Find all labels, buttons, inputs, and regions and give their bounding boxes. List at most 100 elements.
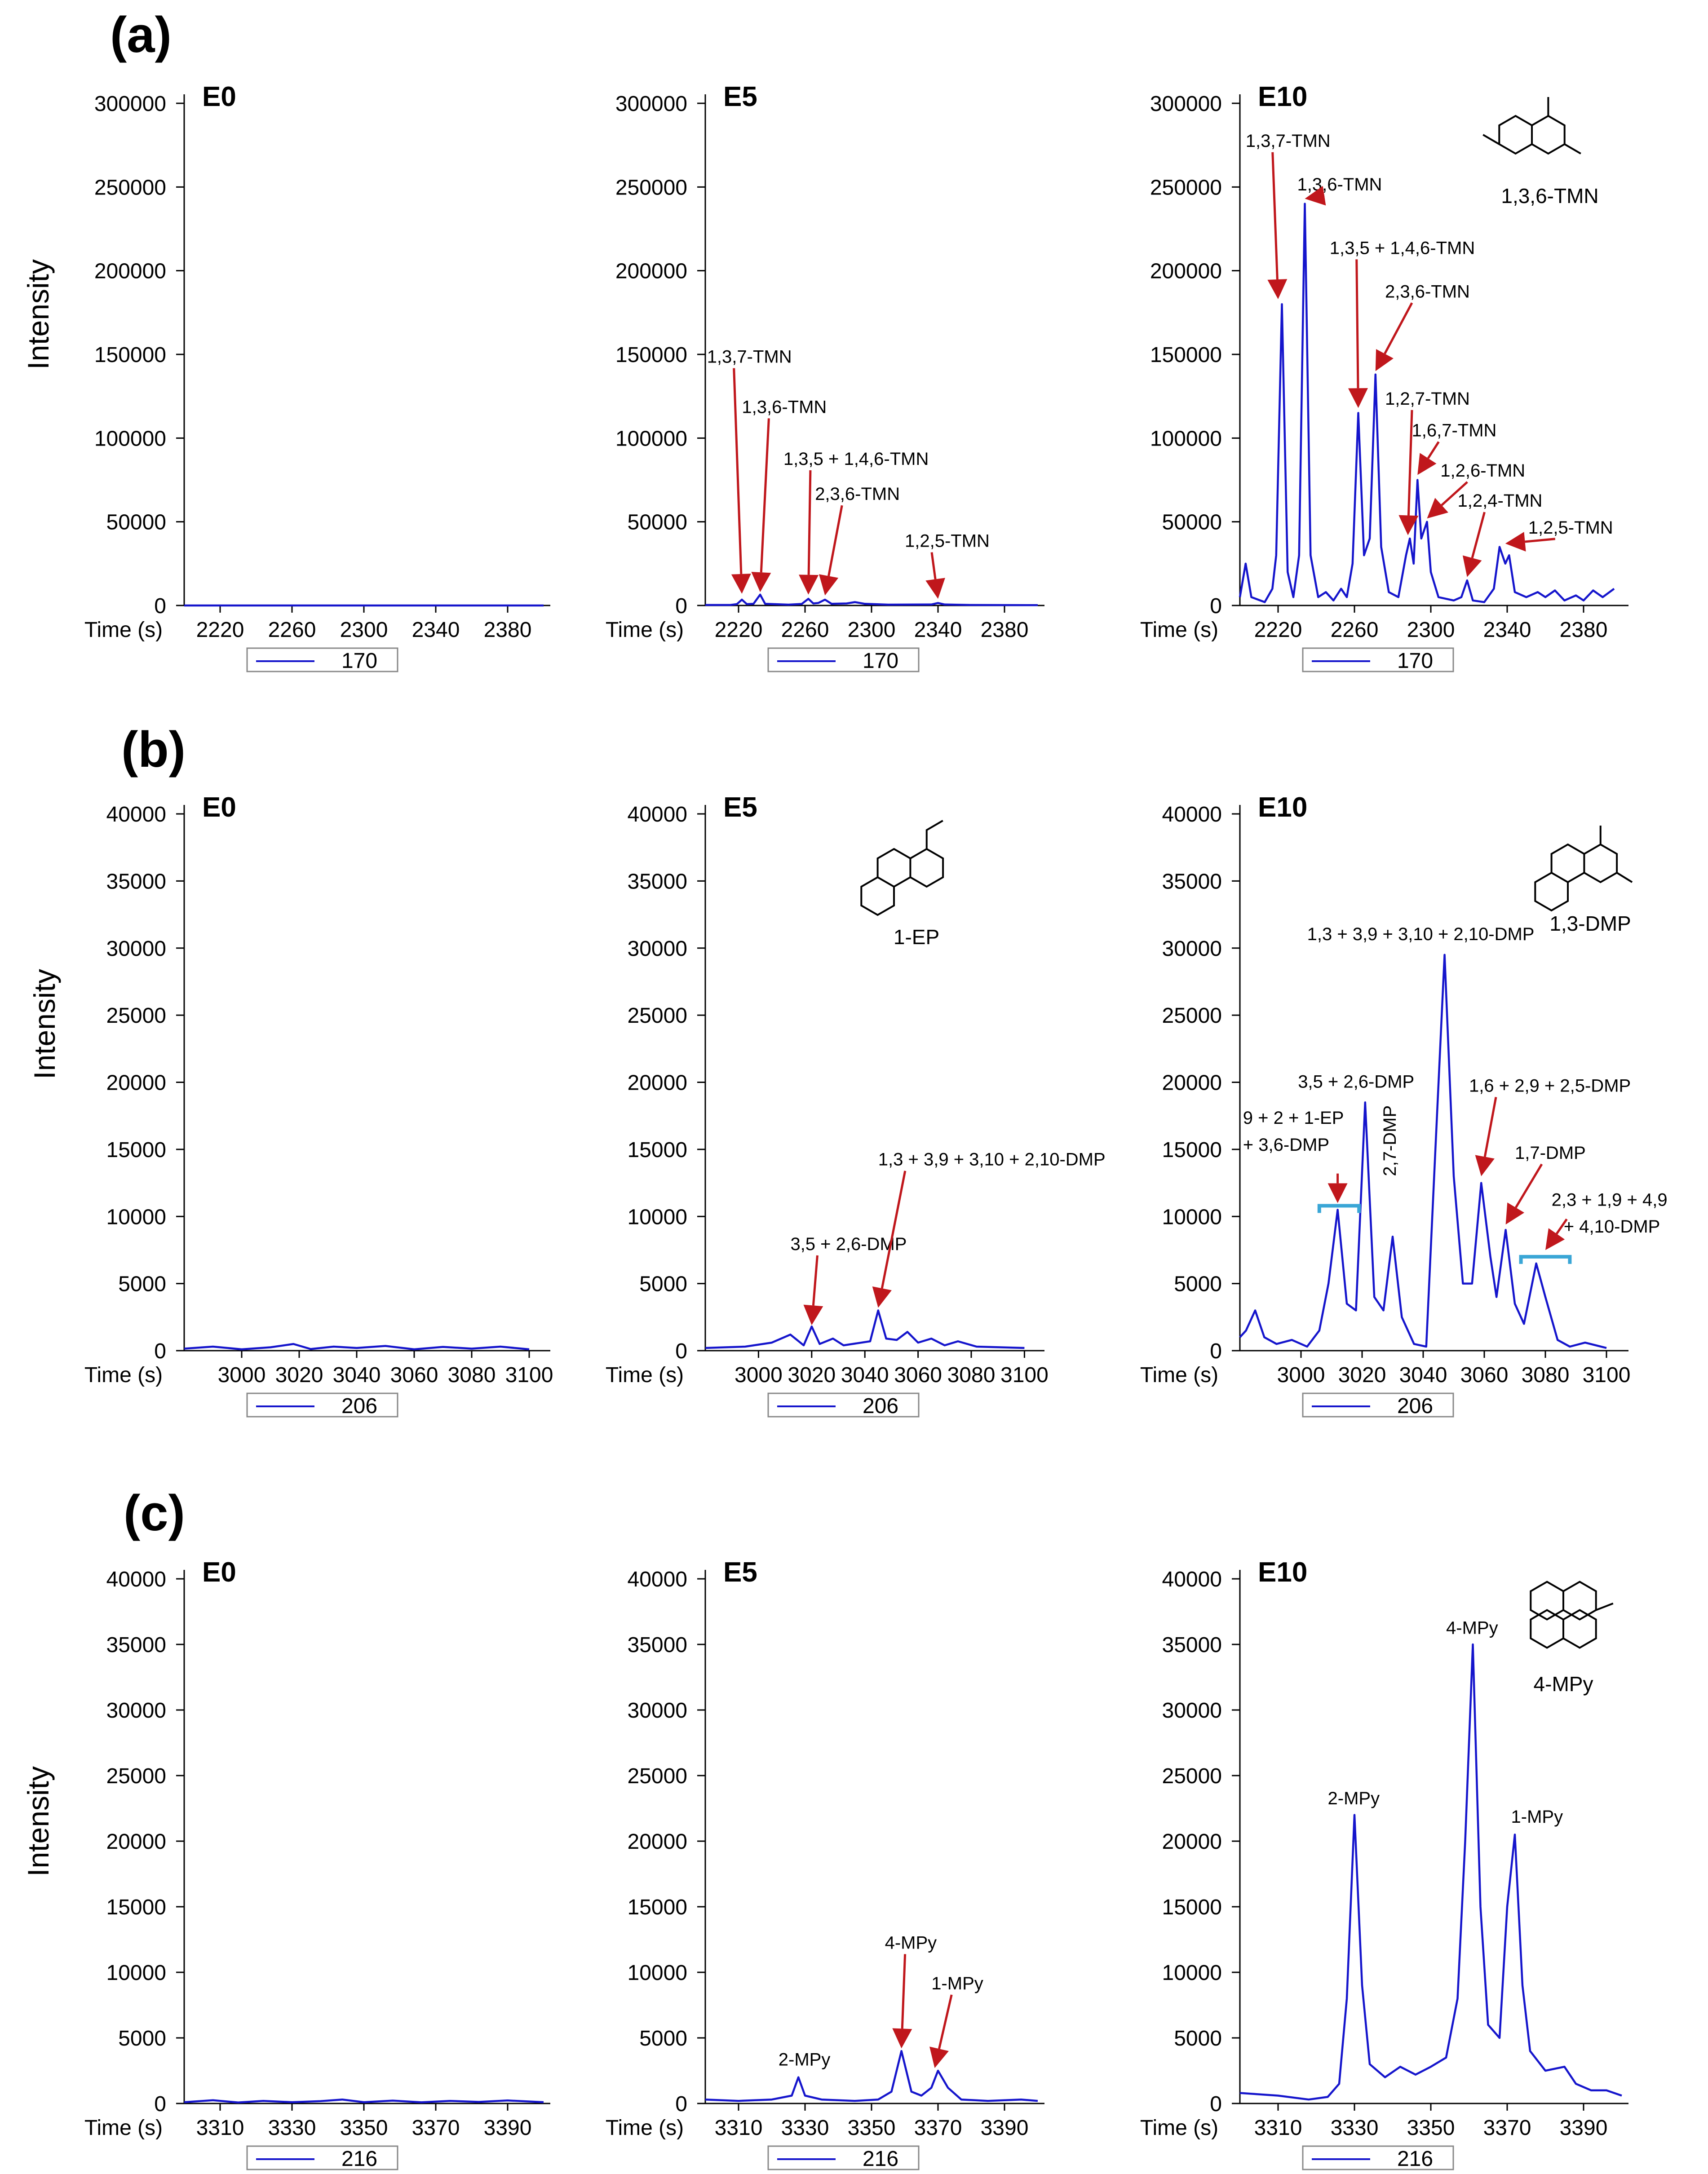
panel-title: E5 [723,81,757,112]
peak-label: + 4,10-DMP [1564,1217,1660,1237]
series-line-206 [1239,954,1607,1349]
chart-panel-0-1: 0 50000 100000 150000 200000 250000 300000 2220… [606,81,1044,673]
peak-label: 1,3,6-TMN [742,397,827,417]
peak-arrowhead [872,1286,892,1308]
peak-arrowhead [929,2046,949,2068]
y-tick-label: 250000 [94,176,166,199]
peak-arrowhead [1462,555,1482,577]
panel-title: E0 [202,1557,236,1588]
peak-label: 4-MPy [885,1933,937,1953]
legend-box [1302,2145,1454,2170]
legend-label: 170 [863,649,898,673]
x-tick-label: 3080 [1522,1363,1570,1387]
panel-title: E0 [202,792,236,823]
x-axis-title: Time (s) [84,1363,163,1387]
peak-label: 1,3 + 3,9 + 3,10 + 2,10-DMP [878,1150,1106,1170]
y-tick-label: 10000 [1162,1961,1222,1985]
y-tick-label: 15000 [1162,1138,1222,1162]
x-tick-label: 3370 [914,2116,962,2140]
chart-panel-2-1: 0 5000 10000 15000 20000 25000 30000 35000 40000… [606,1557,1044,2171]
peak-label: 1,6 + 2,9 + 2,5-DMP [1469,1076,1631,1096]
chart-panel-1-2: 0 5000 10000 15000 20000 25000 30000 35000 40000… [1140,792,1668,1418]
peak-label: 2-MPy [779,2050,831,2069]
y-tick-label: 5000 [1174,2027,1222,2050]
y-tick-label: 20000 [628,1071,687,1095]
peak-arrow [1515,1163,1543,1208]
peak-arrowhead [799,574,819,595]
y-tick-label: 100000 [94,427,166,451]
y-tick-label: 20000 [628,1830,687,1854]
legend-box [246,647,398,672]
y-tick-label: 25000 [1162,1764,1222,1788]
x-tick-label: 3040 [841,1363,889,1387]
peak-label: 3,5 + 2,6-DMP [1298,1072,1414,1091]
x-tick-label: 3060 [894,1363,942,1387]
y-tick-label: 0 [675,594,687,618]
structure-name: 1,3-DMP [1549,912,1631,935]
x-tick-label: 3080 [947,1363,996,1387]
y-tick-label: 5000 [639,2027,687,2050]
peak-arrow [1271,152,1279,280]
x-tick-label: 2220 [715,618,763,642]
chart-panel-2-0: 0 5000 10000 15000 20000 25000 30000 35000 40000… [84,1557,550,2171]
legend-label: 216 [1397,2147,1433,2171]
y-tick-label: 0 [154,1339,166,1363]
y-tick-label: 30000 [1162,937,1222,961]
x-tick-label: 2340 [914,618,962,642]
x-tick-label: 3390 [484,2116,532,2140]
peak-label: 1,2,5-TMN [1528,518,1613,538]
y-tick-label: 15000 [106,1138,166,1162]
y-tick-label: 150000 [94,343,166,367]
x-tick-label: 3060 [390,1363,438,1387]
panel-title: E10 [1258,1557,1307,1588]
structure-name: 1-EP [894,925,939,949]
legend-box [767,2145,920,2170]
peak-arrow [1427,441,1440,459]
y-tick-label: 20000 [106,1830,166,1854]
y-tick-label: 10000 [106,1961,166,1985]
y-tick-label: 35000 [106,870,166,893]
legend-box [767,1392,920,1418]
chart-panel-0-2: 0 50000 100000 150000 200000 250000 300000 2220… [1140,81,1628,673]
series-line-216 [184,2098,544,2103]
peak-label: 4-MPy [1446,1618,1498,1638]
peak-arrow [812,1255,819,1306]
peak-label: 1,3,5 + 1,4,6-TMN [1330,238,1475,258]
peak-arrow [1384,302,1413,354]
y-tick-label: 40000 [628,803,687,826]
peak-label: 9 + 2 + 1-EP [1243,1108,1344,1128]
legend-label: 170 [1397,649,1433,673]
peak-arrow [1407,410,1413,516]
y-tick-label: 100000 [1150,427,1222,451]
x-tick-label: 3310 [1254,2116,1302,2140]
y-tick-label: 5000 [1174,1273,1222,1296]
y-tick-label: 0 [675,2092,687,2116]
y-tick-label: 50000 [1162,511,1222,535]
x-axis-title: Time (s) [84,618,163,642]
peak-label: 1,2,6-TMN [1440,461,1525,481]
series-line-206 [184,1343,530,1351]
x-tick-label: 3000 [735,1363,783,1387]
y-tick-label: 40000 [106,1568,166,1591]
legend-label: 216 [341,2147,377,2171]
y-tick-label: 200000 [615,260,687,283]
peak-arrowhead [1545,1228,1565,1250]
x-tick-label: 2220 [1254,618,1302,642]
panel-title: E10 [1258,792,1307,823]
y-tick-label: 25000 [628,1004,687,1028]
y-axis-label-a: Intensity [22,259,55,370]
y-tick-label: 10000 [628,1205,687,1229]
x-tick-label: 3350 [1407,2116,1455,2140]
y-axis-label-c: Intensity [22,1766,55,1877]
y-tick-label: 0 [675,1339,687,1363]
molecule-structure-icon [1482,97,1581,155]
x-tick-label: 3330 [781,2116,829,2140]
y-tick-label: 20000 [1162,1071,1222,1095]
y-tick-label: 15000 [106,1896,166,1919]
series-line-170 [705,593,1038,606]
chart-panel-1-0: 0 5000 10000 15000 20000 25000 30000 35000 40000… [84,792,553,1418]
x-tick-label: 2260 [781,618,829,642]
x-tick-label: 3310 [196,2116,244,2140]
x-tick-label: 3040 [333,1363,381,1387]
peak-arrow [807,470,812,575]
